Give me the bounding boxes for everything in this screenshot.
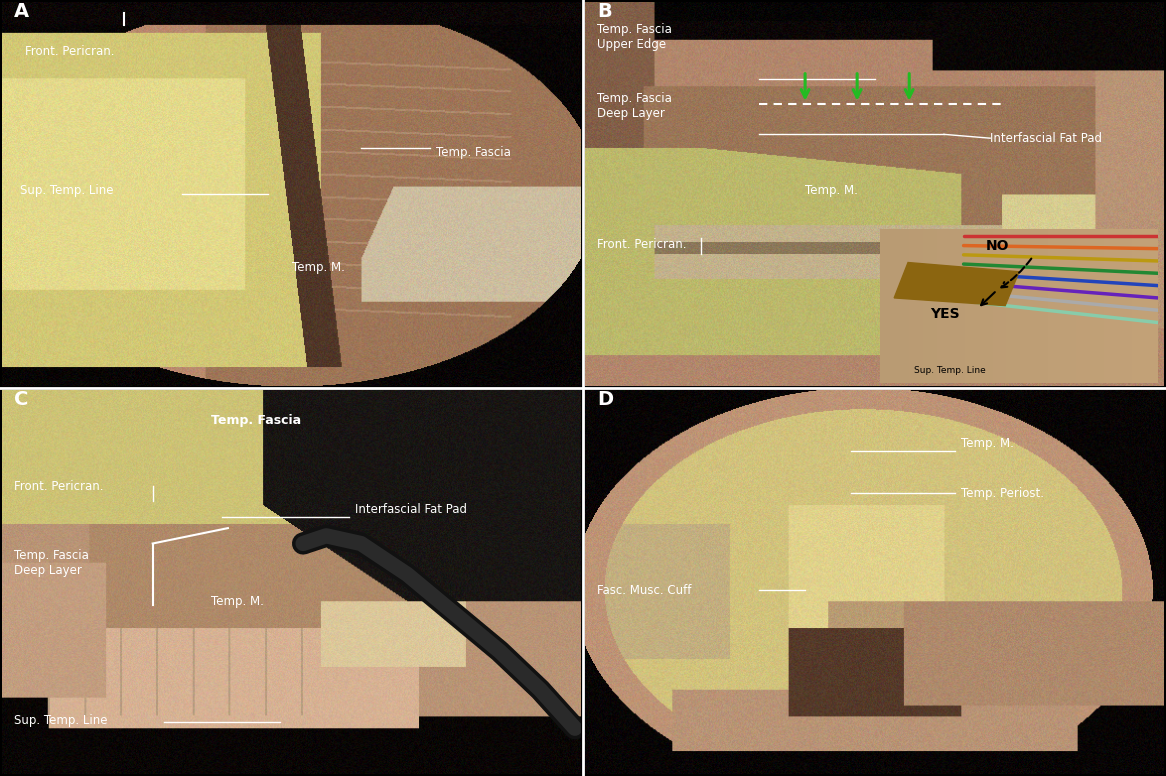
Text: Temp. Fascia: Temp. Fascia (436, 146, 511, 158)
Text: A: A (14, 2, 29, 21)
Text: B: B (597, 2, 612, 21)
Text: Temp. M.: Temp. M. (805, 184, 858, 197)
Text: Temp. Fascia
Deep Layer: Temp. Fascia Deep Layer (14, 549, 89, 577)
Text: Front. Pericran.: Front. Pericran. (26, 46, 115, 58)
Text: Front. Pericran.: Front. Pericran. (597, 238, 687, 251)
Text: Temp. M.: Temp. M. (211, 595, 264, 608)
Text: Temp. Fascia
Deep Layer: Temp. Fascia Deep Layer (597, 92, 672, 120)
Text: Sup. Temp. Line: Sup. Temp. Line (14, 715, 107, 727)
Text: C: C (14, 390, 28, 409)
Text: Temp. Fascia: Temp. Fascia (211, 414, 301, 428)
Text: Interfascial Fat Pad: Interfascial Fat Pad (990, 132, 1102, 145)
Text: Temp. M.: Temp. M. (292, 261, 344, 274)
Text: Interfascial Fat Pad: Interfascial Fat Pad (356, 503, 468, 516)
Text: Sup. Temp. Line: Sup. Temp. Line (20, 184, 113, 197)
Text: Temp. Fascia
Upper Edge: Temp. Fascia Upper Edge (597, 23, 672, 50)
Text: Temp. M.: Temp. M. (961, 438, 1014, 450)
Text: Front. Pericran.: Front. Pericran. (14, 480, 104, 493)
Text: Fasc. Musc. Cuff: Fasc. Musc. Cuff (597, 584, 691, 597)
Text: Temp. Periost.: Temp. Periost. (961, 487, 1045, 501)
Text: D: D (597, 390, 613, 409)
